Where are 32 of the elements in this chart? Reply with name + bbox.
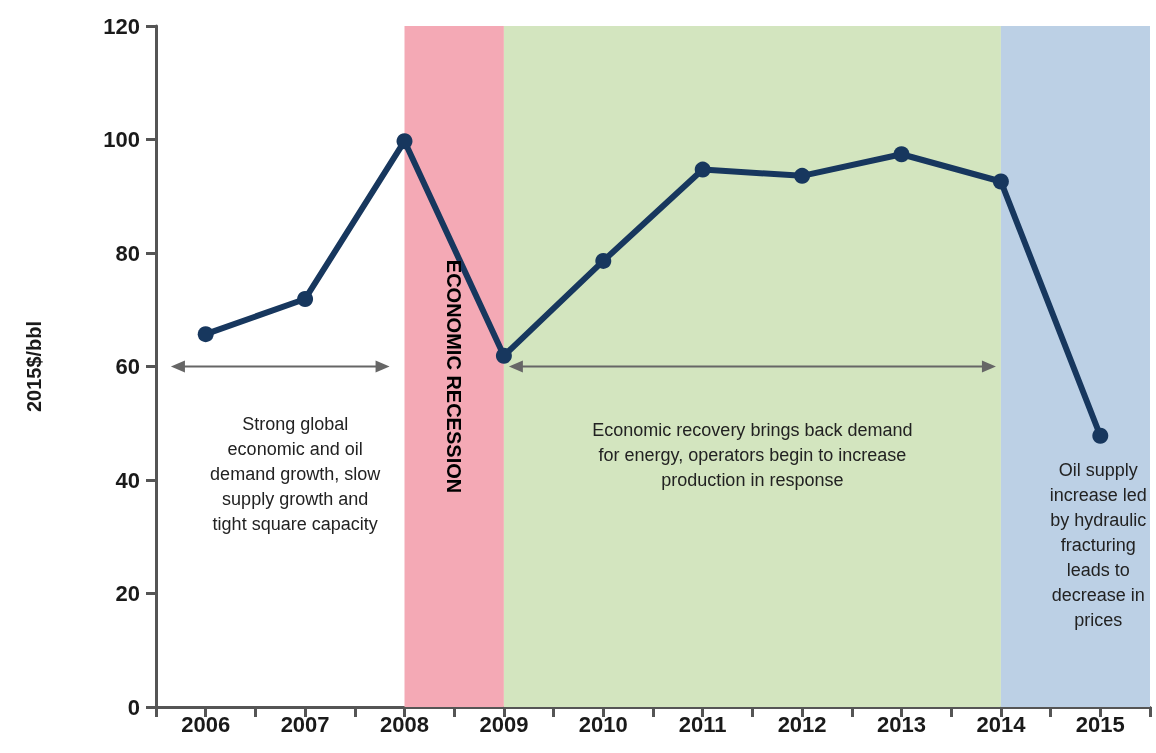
x-tick-label: 2015	[1075, 711, 1125, 737]
x-tick-label: 2014	[976, 711, 1027, 737]
y-tick-label: 40	[115, 467, 140, 493]
x-tick-label: 2011	[678, 711, 727, 737]
x-tick-label: 2012	[777, 711, 827, 737]
x-tick-label: 2013	[877, 711, 926, 737]
y-tick-label: 80	[115, 240, 140, 266]
point	[396, 133, 413, 150]
x-tick-label: 2007	[280, 711, 330, 737]
point	[297, 290, 314, 307]
point	[893, 146, 910, 163]
point	[694, 161, 711, 178]
point	[495, 347, 512, 364]
point	[992, 173, 1009, 190]
annotation: Economic recovery brings back demand for energy, operators begin to increase production in response	[592, 420, 913, 491]
point	[595, 252, 612, 269]
y-tick-label: 120	[103, 13, 140, 39]
band-label: ECONOMIC RECESSION	[443, 259, 466, 494]
y-tick-label: 0	[127, 694, 140, 720]
x-tick-label: 2008	[380, 711, 429, 737]
x-tick-label: 2006	[181, 711, 231, 737]
y-tick-label: 100	[103, 127, 140, 152]
point	[794, 167, 811, 184]
y-axis-title: 2015$/bbl	[23, 320, 45, 413]
annotation: Strong global economic and oil demand growth, slow supply growth and tight square capacity	[210, 414, 382, 535]
annotation: Oil supply increase led by hydraulic fracturing leads to decrease in prices	[1049, 459, 1147, 630]
x-tick-label: 2010	[578, 711, 628, 737]
x-tick-label: 2009	[479, 711, 529, 737]
point	[197, 326, 214, 343]
point	[1092, 427, 1109, 444]
y-tick-label: 60	[115, 354, 140, 379]
y-tick-label: 20	[115, 581, 140, 606]
